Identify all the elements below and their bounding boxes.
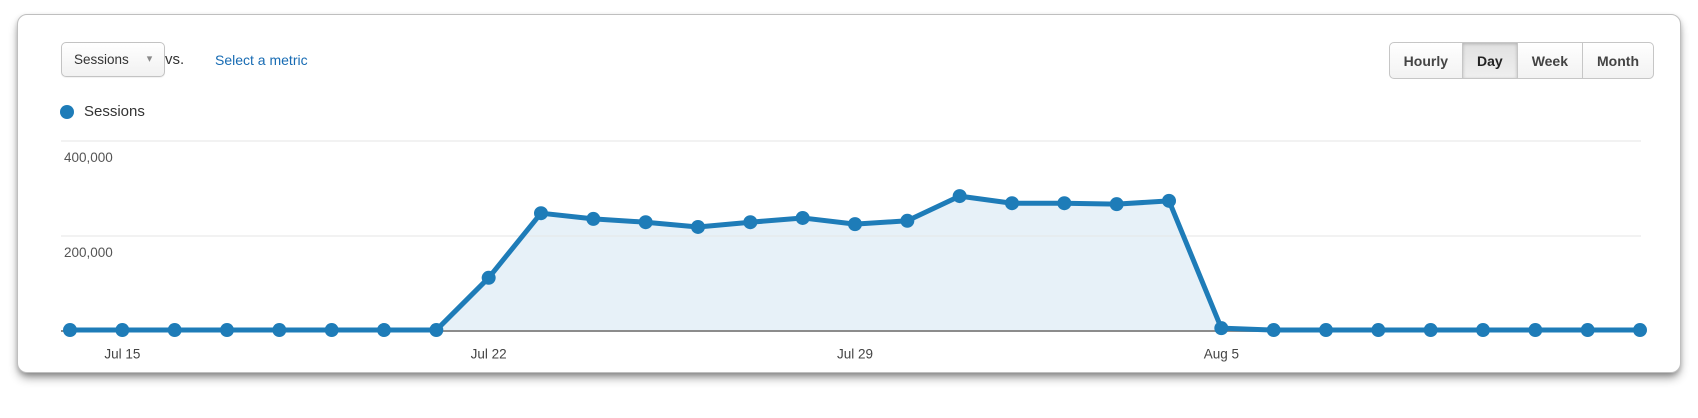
metric-selector-dropdown[interactable]: Sessions ▾ <box>61 42 166 77</box>
granularity-button-week[interactable]: Week <box>1516 42 1584 79</box>
data-point[interactable] <box>1266 323 1281 338</box>
x-axis-label: Jul 15 <box>104 347 140 362</box>
data-point[interactable] <box>220 323 234 338</box>
data-point[interactable] <box>638 215 653 230</box>
data-point[interactable] <box>900 213 915 228</box>
select-a-metric-link[interactable]: Select a metric <box>215 52 308 68</box>
data-point[interactable] <box>429 323 444 338</box>
area-fill <box>70 196 1640 331</box>
metric-selector-label: Sessions <box>74 52 129 67</box>
data-point[interactable] <box>1476 323 1490 338</box>
granularity-button-hourly[interactable]: Hourly <box>1388 42 1463 79</box>
sessions-chart: 200,000 400,000 Jul 15 Jul 22 Jul 29 Aug 5 <box>61 140 1647 362</box>
data-point[interactable] <box>481 270 496 285</box>
data-point[interactable] <box>952 189 967 204</box>
data-point[interactable] <box>1214 321 1229 336</box>
data-point[interactable] <box>377 323 391 338</box>
data-point[interactable] <box>586 211 601 226</box>
granularity-button-month[interactable]: Month <box>1582 42 1654 79</box>
data-point[interactable] <box>1371 323 1386 338</box>
legend-label: Sessions <box>84 103 145 120</box>
data-point[interactable] <box>534 206 548 221</box>
data-point[interactable] <box>324 323 339 338</box>
caret-down-icon: ▾ <box>146 53 153 65</box>
chart-card: 200,000 400,000 Jul 15 Jul 22 Jul 29 Aug 5 Se… <box>17 14 1681 373</box>
vs-label: vs. <box>165 51 185 68</box>
data-point[interactable] <box>743 215 758 230</box>
chart-header: Sessions ▾ vs. Select a metric Hourly Da… <box>18 15 1680 105</box>
y-axis-label: 200,000 <box>64 245 113 260</box>
x-axis-label: Aug 5 <box>1204 347 1239 362</box>
data-point[interactable] <box>691 219 705 234</box>
data-point[interactable] <box>1423 323 1438 338</box>
data-point[interactable] <box>1057 196 1072 211</box>
data-point[interactable] <box>1319 323 1333 338</box>
data-point[interactable] <box>1528 323 1543 338</box>
granularity-button-group: Hourly Day Week Month <box>1388 42 1654 79</box>
data-point[interactable] <box>167 323 182 338</box>
data-point[interactable] <box>1109 197 1124 212</box>
y-axis-label: 400,000 <box>64 150 113 165</box>
data-point[interactable] <box>848 217 862 232</box>
data-point[interactable] <box>63 323 77 338</box>
x-axis-label: Jul 22 <box>471 347 507 362</box>
data-point[interactable] <box>1580 323 1595 338</box>
data-point[interactable] <box>115 323 130 338</box>
data-point[interactable] <box>1633 323 1647 338</box>
data-point[interactable] <box>795 210 810 225</box>
legend-dot-icon <box>60 104 74 119</box>
granularity-button-day[interactable]: Day <box>1462 42 1518 79</box>
x-axis-label: Jul 29 <box>837 347 873 362</box>
data-point[interactable] <box>1005 196 1019 211</box>
legend-item-sessions: Sessions <box>60 103 145 120</box>
data-point[interactable] <box>1162 193 1176 208</box>
data-point[interactable] <box>272 323 287 338</box>
